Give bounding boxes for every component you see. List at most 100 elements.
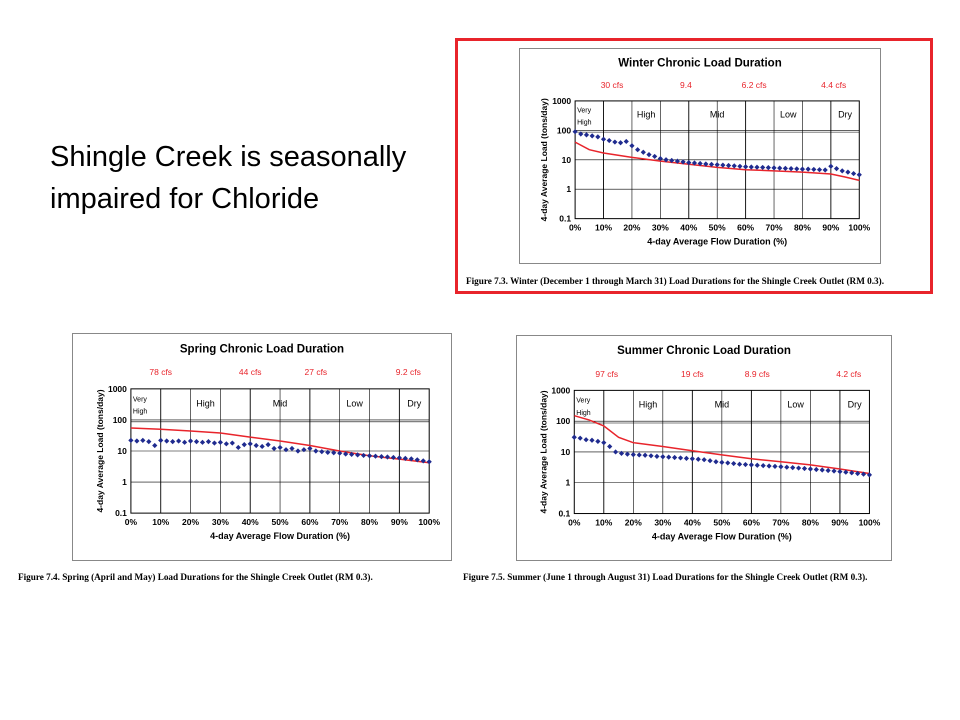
criterion-line <box>574 141 860 182</box>
x-tick-label: 100% <box>859 518 881 528</box>
observed-point <box>366 453 373 459</box>
observed-point <box>796 465 802 471</box>
x-tick-label: 20% <box>625 518 642 528</box>
observed-point <box>355 452 361 458</box>
observed-point <box>595 438 601 445</box>
observed-point <box>819 467 825 473</box>
observed-point <box>630 452 636 458</box>
observed-point <box>845 169 851 175</box>
flow-label: 6.2 cfs <box>742 80 767 90</box>
zone-label: Low <box>787 400 804 410</box>
flow-label: 97 cfs <box>595 369 618 379</box>
winter-caption: Figure 7.3. Winter (December 1 through M… <box>466 276 885 286</box>
summer-caption: Figure 7.5. Summer (June 1 through Augus… <box>463 572 868 582</box>
y-axis-label: 4-day Average Load (tons/day) <box>538 390 548 513</box>
chart-title: Summer Chronic Load Duration <box>617 345 791 357</box>
zone-label-high-sub: High <box>133 409 148 416</box>
observed-point <box>612 139 618 145</box>
flow-label: 19 cfs <box>681 369 704 379</box>
flow-label: 27 cfs <box>305 367 328 377</box>
x-tick-label: 60% <box>737 223 754 233</box>
observed-point <box>743 164 749 170</box>
observed-point <box>349 451 355 457</box>
flow-label: 44 cfs <box>239 367 262 377</box>
slide-title-line2: impaired for Chloride <box>50 183 320 215</box>
x-tick-label: 50% <box>713 518 730 528</box>
x-tick-label: 10% <box>595 223 612 233</box>
observed-point <box>683 455 690 461</box>
y-tick-label: 10 <box>117 446 127 456</box>
y-axis-label: 4-day Average Load (tons/day) <box>539 98 549 221</box>
observed-point <box>784 464 790 470</box>
flow-label: 8.9 cfs <box>745 369 770 379</box>
spring-caption: Figure 7.4. Spring (April and May) Load … <box>18 572 373 582</box>
zone-label: Low <box>780 109 797 119</box>
observed-point <box>860 471 867 477</box>
y-tick-label: 0.1 <box>115 508 127 518</box>
x-tick-label: 0% <box>568 518 581 528</box>
flow-label: 9.4 <box>680 80 692 90</box>
observed-point <box>691 160 698 166</box>
y-tick-label: 1000 <box>108 384 127 394</box>
zone-label-very: Very <box>576 398 591 405</box>
observed-point <box>833 166 840 172</box>
zone-label: High <box>196 398 215 408</box>
x-tick-label: 10% <box>595 518 612 528</box>
observed-point <box>607 443 613 450</box>
observed-point <box>646 151 652 158</box>
summer-chart: Summer Chronic Load Duration 97 cfs 19 cfs… <box>516 335 892 561</box>
observed-point <box>714 162 720 168</box>
zone-label: High <box>639 400 658 410</box>
zone-label: Dry <box>838 109 852 119</box>
y-tick-label: 1000 <box>551 385 570 395</box>
observed-point <box>790 465 796 471</box>
x-tick-label: 100% <box>848 223 870 233</box>
observed-point <box>677 455 684 461</box>
x-tick-label: 50% <box>272 517 289 527</box>
x-tick-label: 70% <box>331 517 348 527</box>
zone-label-very: Very <box>133 396 148 403</box>
zone-label-high-sub: High <box>577 119 592 126</box>
slide-title-line1: Shingle Creek is seasonally <box>50 141 407 173</box>
x-tick-label: 90% <box>822 223 839 233</box>
observed-point <box>813 466 819 473</box>
x-axis-label: 4-day Average Flow Duration (%) <box>210 531 350 541</box>
observed-point <box>778 464 784 470</box>
observed-point <box>680 159 686 165</box>
observed-point <box>146 439 152 445</box>
observed-point <box>583 132 590 138</box>
x-tick-label: 30% <box>212 517 229 527</box>
flow-label: 30 cfs <box>601 80 624 90</box>
zone-label: High <box>637 109 656 119</box>
observed-point <box>402 455 408 461</box>
zone-label: Mid <box>273 398 288 408</box>
observed-point <box>805 166 811 172</box>
observed-point <box>866 472 873 478</box>
slide-title: Shingle Creek is seasonally impaired for… <box>50 136 460 220</box>
observed-point <box>277 444 283 451</box>
observed-point <box>713 459 719 465</box>
chart-title: Spring Chronic Load Duration <box>180 343 344 355</box>
zone-label: Dry <box>848 400 862 410</box>
observed-point <box>343 451 349 457</box>
observed-point <box>636 452 642 458</box>
observed-point <box>794 166 800 172</box>
y-axis-label: 4-day Average Load (tons/day) <box>95 389 105 512</box>
observed-point <box>640 149 646 155</box>
zone-label: Mid <box>715 400 730 410</box>
observed-point <box>828 163 834 169</box>
zone-label-high-sub: High <box>576 410 591 417</box>
criterion-line <box>574 414 870 475</box>
summer-chart-svg: Summer Chronic Load Duration 97 cfs 19 cfs… <box>516 335 892 561</box>
y-tick-label: 0.1 <box>559 214 571 224</box>
observed-point <box>822 167 828 173</box>
x-tick-label: 90% <box>391 517 408 527</box>
observed-point <box>337 450 343 456</box>
observed-point <box>849 470 855 476</box>
observed-point <box>831 468 837 474</box>
zone-label-very: Very <box>577 108 592 115</box>
x-tick-label: 20% <box>182 517 199 527</box>
observed-point <box>839 168 845 174</box>
winter-chart-svg: Winter Chronic Load Duration 30 cfs 9.4 6.2… <box>519 48 881 264</box>
observed-point <box>301 447 307 453</box>
